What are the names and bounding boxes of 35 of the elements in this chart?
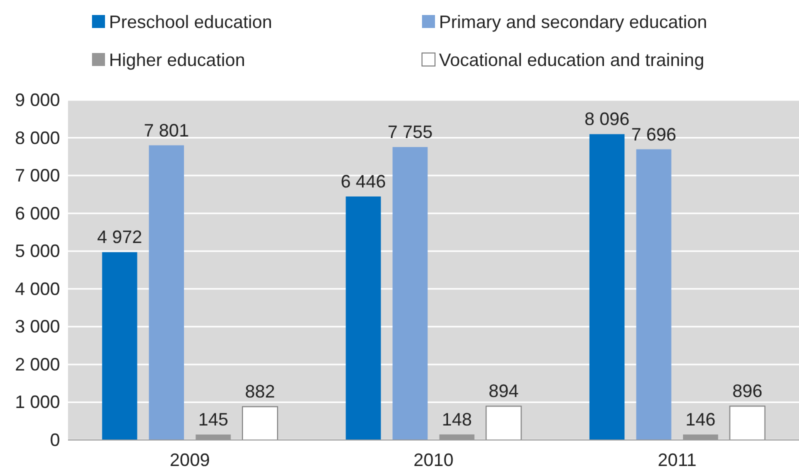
bar [636, 149, 672, 440]
bar [148, 145, 184, 440]
data-label: 7 696 [631, 124, 676, 144]
y-tick-label: 5 000 [14, 241, 60, 262]
legend-label: Primary and secondary education [439, 12, 708, 32]
y-tick-label: 4 000 [14, 278, 60, 299]
y-tick-label: 3 000 [14, 316, 60, 337]
y-tick-label: 7 000 [14, 166, 60, 186]
data-label: 148 [442, 409, 472, 430]
bar [589, 134, 625, 440]
data-label: 146 [686, 409, 716, 430]
y-tick-label: 1 000 [14, 392, 60, 412]
x-tick-label: 2010 [413, 450, 454, 470]
data-label: 896 [732, 381, 762, 402]
data-label: 6 446 [340, 171, 386, 192]
data-label: 145 [198, 410, 228, 430]
data-label: 8 096 [584, 109, 630, 130]
y-tick-label: 2 000 [14, 354, 60, 374]
y-tick-label: 0 [50, 430, 60, 450]
x-tick-label: 2009 [170, 450, 210, 470]
data-label: 4 972 [97, 227, 142, 248]
y-tick-label: 6 000 [14, 203, 60, 224]
y-tick-label: 9 000 [14, 90, 60, 110]
legend-label: Preschool education [109, 12, 272, 32]
data-label: 894 [488, 381, 519, 402]
legend-label: Vocational education and training [439, 50, 704, 70]
bar [392, 147, 428, 440]
x-tick-label: 2011 [658, 450, 697, 470]
bar [102, 252, 138, 440]
data-label: 882 [244, 382, 276, 402]
legend-label: Higher education [109, 50, 246, 70]
data-label: 7 801 [144, 120, 189, 140]
data-label: 7 755 [388, 122, 433, 142]
y-tick-label: 8 000 [14, 128, 60, 148]
bar [346, 196, 381, 440]
